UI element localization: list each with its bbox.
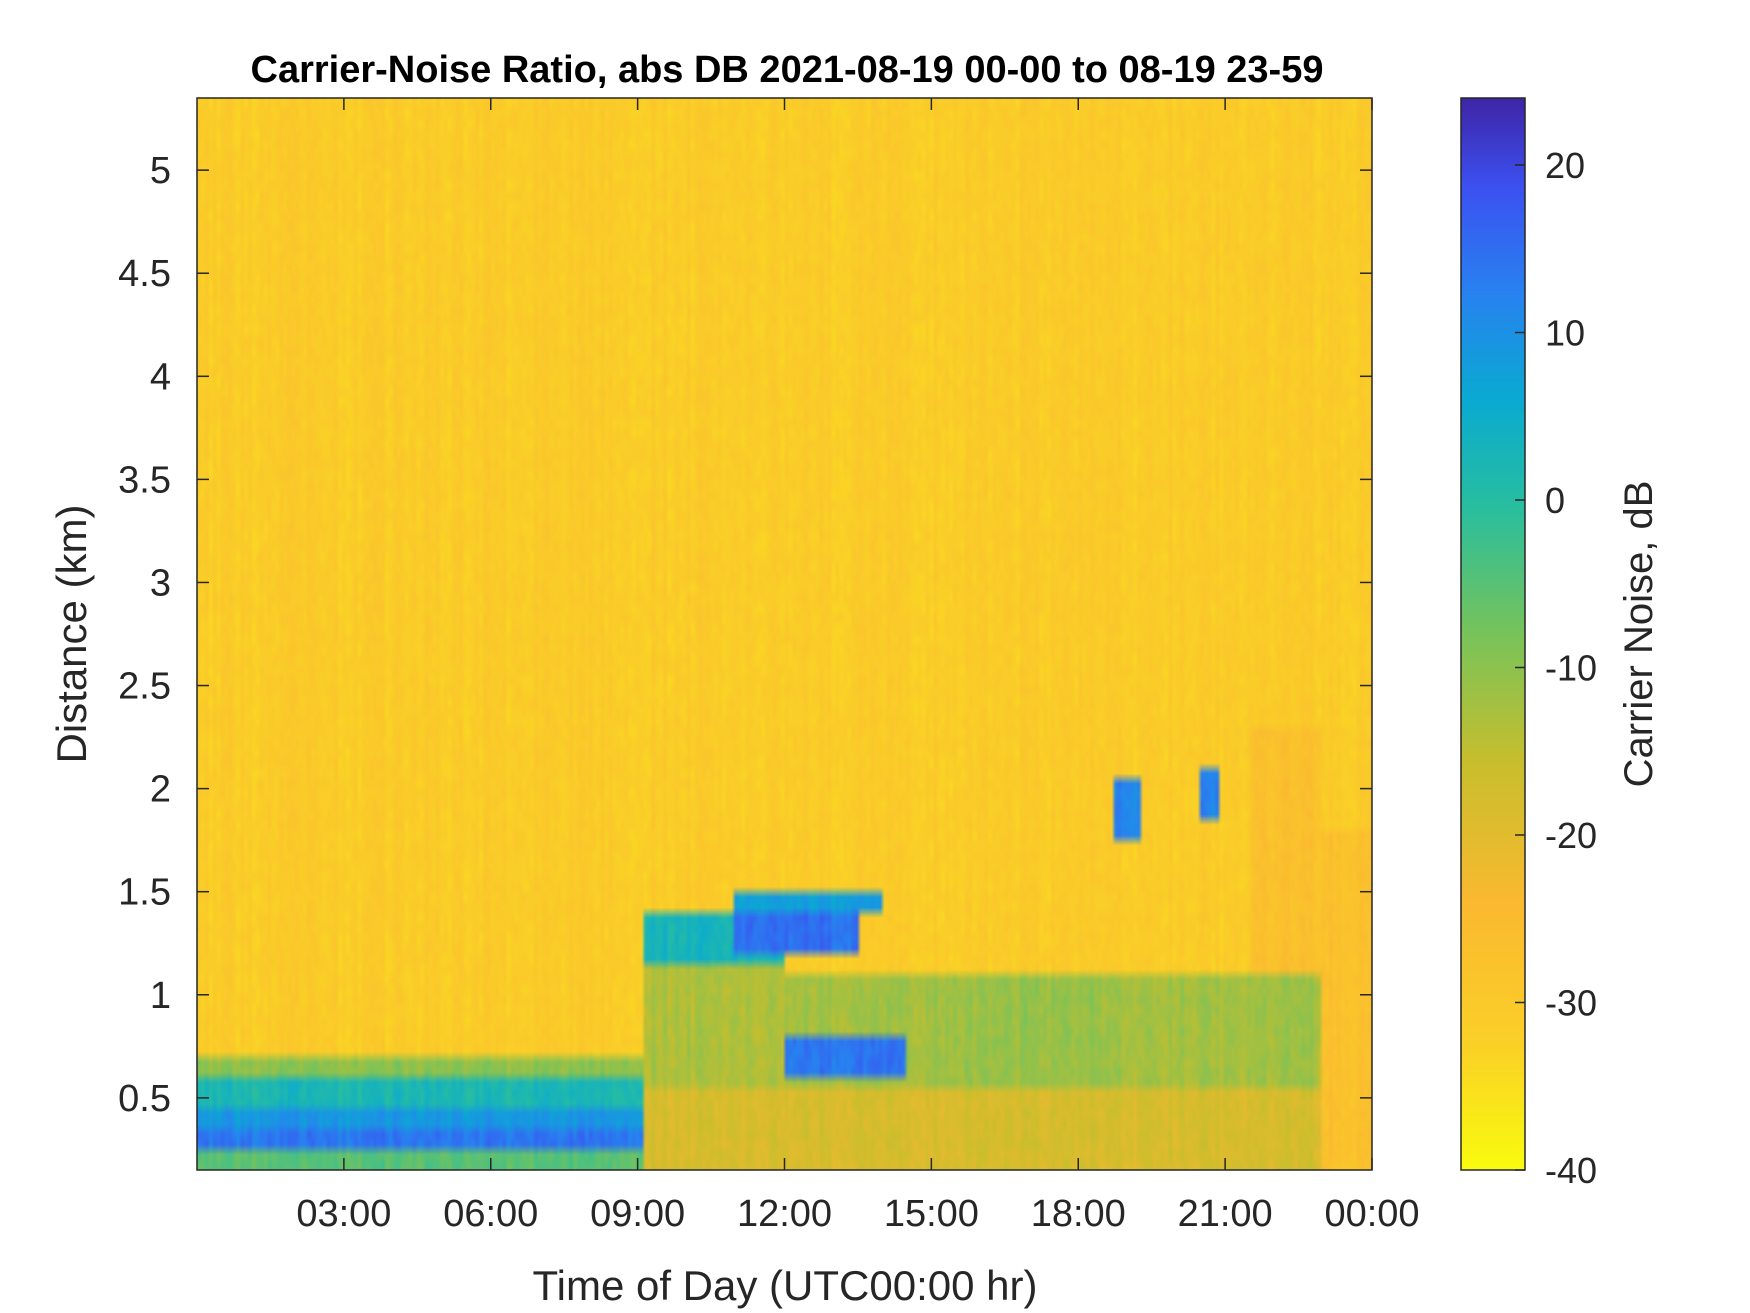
y-tick-label: 0.5 — [118, 1078, 171, 1120]
colorbar-ticks: 20 10 0 -10 -20 -30 -40 — [1515, 145, 1597, 1191]
x-tick-label: 12:00 — [737, 1193, 832, 1235]
heatmap-image — [197, 98, 1372, 1170]
colorbar-tick-label: 10 — [1545, 313, 1585, 354]
colorbar-label: Carrier Noise, dB — [1617, 481, 1661, 788]
x-tick-label: 21:00 — [1178, 1193, 1273, 1235]
colorbar-tick-label: -20 — [1545, 815, 1597, 856]
colorbar-tick-label: 20 — [1545, 145, 1585, 186]
colorbar: 20 10 0 -10 -20 -30 -40 Carrier Noise, dB — [1460, 97, 1661, 1191]
x-tick-label: 03:00 — [296, 1193, 391, 1235]
y-tick-label: 1 — [150, 975, 171, 1017]
y-axis-ticks: 0.5 1 1.5 2 2.5 3 3.5 4 4.5 5 — [118, 150, 1372, 1120]
heatmap-plot-area — [196, 97, 1373, 1171]
x-tick-label: 15:00 — [884, 1193, 979, 1235]
colorbar-tick-label: -40 — [1545, 1150, 1597, 1191]
x-tick-label: 09:00 — [590, 1193, 685, 1235]
y-tick-label: 1.5 — [118, 872, 171, 914]
y-tick-label: 5 — [150, 150, 171, 192]
x-tick-label: 06:00 — [443, 1193, 538, 1235]
colorbar-tick-label: -10 — [1545, 648, 1597, 689]
y-tick-label: 2 — [150, 769, 171, 811]
y-tick-label: 4.5 — [118, 253, 171, 295]
y-tick-label: 3 — [150, 562, 171, 604]
y-tick-label: 3.5 — [118, 459, 171, 501]
colorbar-tick-label: 0 — [1545, 480, 1565, 521]
x-axis-label: Time of Day (UTC00:00 hr) — [533, 1262, 1038, 1309]
y-axis-label: Distance (km) — [48, 504, 95, 763]
colorbar-gradient — [1461, 98, 1525, 1170]
colorbar-tick-label: -30 — [1545, 983, 1597, 1024]
y-tick-label: 4 — [150, 356, 171, 398]
x-axis-ticks: 03:00 06:00 09:00 12:00 15:00 18:00 21:00 00:00 — [296, 98, 1420, 1235]
x-tick-label: 18:00 — [1031, 1193, 1126, 1235]
chart-title: Carrier-Noise Ratio, abs DB 2021-08-19 0… — [251, 49, 1324, 91]
y-tick-label: 2.5 — [118, 666, 171, 708]
colorbar-frame — [1460, 97, 1526, 1171]
x-tick-label: 00:00 — [1324, 1193, 1419, 1235]
